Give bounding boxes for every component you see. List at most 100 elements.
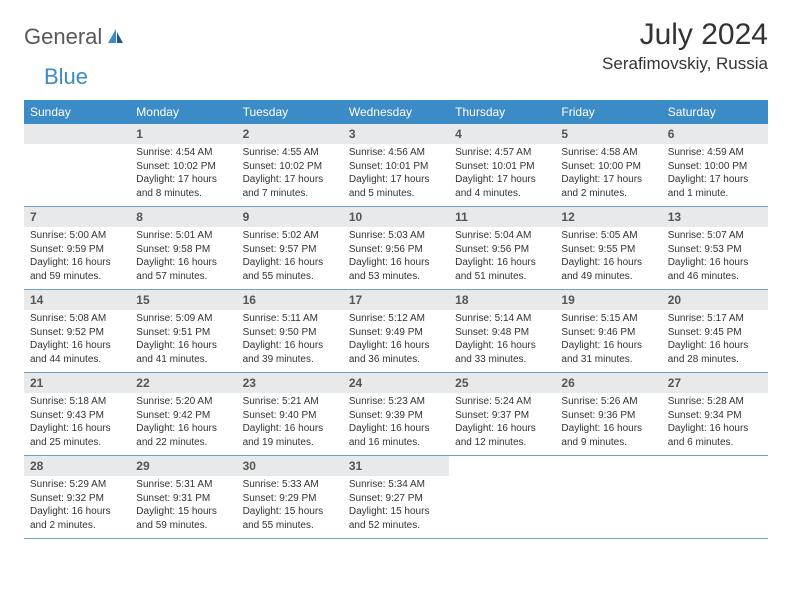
day-number: 5: [555, 124, 661, 144]
day-line: and 36 minutes.: [349, 353, 443, 367]
day-line: Sunrise: 5:01 AM: [136, 229, 230, 243]
day-line: Sunset: 9:51 PM: [136, 326, 230, 340]
day-line: Sunrise: 5:24 AM: [455, 395, 549, 409]
day-line: Sunset: 9:37 PM: [455, 409, 549, 423]
day-body: Sunrise: 5:28 AMSunset: 9:34 PMDaylight:…: [662, 393, 768, 453]
day-body: Sunrise: 5:01 AMSunset: 9:58 PMDaylight:…: [130, 227, 236, 287]
day-line: Daylight: 16 hours: [455, 339, 549, 353]
day-body: Sunrise: 4:55 AMSunset: 10:02 PMDaylight…: [237, 144, 343, 204]
day-cell: [449, 456, 555, 538]
day-body: Sunrise: 4:56 AMSunset: 10:01 PMDaylight…: [343, 144, 449, 204]
day-line: Sunrise: 5:07 AM: [668, 229, 762, 243]
day-number: 10: [343, 207, 449, 227]
day-line: Daylight: 17 hours: [136, 173, 230, 187]
day-cell: 3Sunrise: 4:56 AMSunset: 10:01 PMDayligh…: [343, 124, 449, 206]
day-body: Sunrise: 5:11 AMSunset: 9:50 PMDaylight:…: [237, 310, 343, 370]
day-body: Sunrise: 5:24 AMSunset: 9:37 PMDaylight:…: [449, 393, 555, 453]
day-cell: 18Sunrise: 5:14 AMSunset: 9:48 PMDayligh…: [449, 290, 555, 372]
day-line: Sunset: 9:29 PM: [243, 492, 337, 506]
week-row: 1Sunrise: 4:54 AMSunset: 10:02 PMDayligh…: [24, 124, 768, 207]
day-cell: [662, 456, 768, 538]
day-number: 1: [130, 124, 236, 144]
day-cell: 6Sunrise: 4:59 AMSunset: 10:00 PMDayligh…: [662, 124, 768, 206]
day-line: and 25 minutes.: [30, 436, 124, 450]
weekday-header: Wednesday: [343, 100, 449, 124]
calendar: SundayMondayTuesdayWednesdayThursdayFrid…: [24, 100, 768, 539]
day-line: and 46 minutes.: [668, 270, 762, 284]
day-line: Sunrise: 5:04 AM: [455, 229, 549, 243]
day-line: Daylight: 17 hours: [668, 173, 762, 187]
day-line: and 39 minutes.: [243, 353, 337, 367]
day-body: Sunrise: 5:29 AMSunset: 9:32 PMDaylight:…: [24, 476, 130, 536]
day-line: Sunset: 9:40 PM: [243, 409, 337, 423]
day-line: Sunrise: 5:12 AM: [349, 312, 443, 326]
day-line: Sunset: 9:43 PM: [30, 409, 124, 423]
day-line: Sunset: 9:31 PM: [136, 492, 230, 506]
day-body: Sunrise: 5:12 AMSunset: 9:49 PMDaylight:…: [343, 310, 449, 370]
day-line: Sunset: 10:00 PM: [668, 160, 762, 174]
day-line: Sunrise: 5:02 AM: [243, 229, 337, 243]
day-body: Sunrise: 4:57 AMSunset: 10:01 PMDaylight…: [449, 144, 555, 204]
day-line: Sunrise: 4:55 AM: [243, 146, 337, 160]
day-line: Sunset: 9:36 PM: [561, 409, 655, 423]
day-number: 19: [555, 290, 661, 310]
day-line: Sunrise: 5:29 AM: [30, 478, 124, 492]
day-number: 12: [555, 207, 661, 227]
day-cell: 15Sunrise: 5:09 AMSunset: 9:51 PMDayligh…: [130, 290, 236, 372]
day-cell: 2Sunrise: 4:55 AMSunset: 10:02 PMDayligh…: [237, 124, 343, 206]
day-line: and 2 minutes.: [30, 519, 124, 533]
day-line: and 19 minutes.: [243, 436, 337, 450]
day-line: and 53 minutes.: [349, 270, 443, 284]
day-number: 18: [449, 290, 555, 310]
day-cell: 27Sunrise: 5:28 AMSunset: 9:34 PMDayligh…: [662, 373, 768, 455]
day-line: Sunset: 9:46 PM: [561, 326, 655, 340]
day-line: and 8 minutes.: [136, 187, 230, 201]
day-line: Sunset: 9:57 PM: [243, 243, 337, 257]
day-line: Sunrise: 5:23 AM: [349, 395, 443, 409]
day-line: and 1 minute.: [668, 187, 762, 201]
day-number: 28: [24, 456, 130, 476]
day-line: Sunrise: 5:20 AM: [136, 395, 230, 409]
day-line: Sunset: 10:02 PM: [136, 160, 230, 174]
day-line: and 12 minutes.: [455, 436, 549, 450]
day-line: Daylight: 16 hours: [243, 339, 337, 353]
day-number: 21: [24, 373, 130, 393]
day-line: and 9 minutes.: [561, 436, 655, 450]
day-line: Sunset: 9:39 PM: [349, 409, 443, 423]
day-line: and 7 minutes.: [243, 187, 337, 201]
day-number: 31: [343, 456, 449, 476]
weekday-header-row: SundayMondayTuesdayWednesdayThursdayFrid…: [24, 100, 768, 124]
day-line: and 4 minutes.: [455, 187, 549, 201]
day-body: [662, 476, 768, 482]
day-line: Sunrise: 5:03 AM: [349, 229, 443, 243]
week-row: 14Sunrise: 5:08 AMSunset: 9:52 PMDayligh…: [24, 290, 768, 373]
day-line: Daylight: 16 hours: [243, 256, 337, 270]
day-line: and 57 minutes.: [136, 270, 230, 284]
day-line: Sunset: 10:02 PM: [243, 160, 337, 174]
day-number: 25: [449, 373, 555, 393]
day-body: Sunrise: 4:54 AMSunset: 10:02 PMDaylight…: [130, 144, 236, 204]
day-line: Sunrise: 5:31 AM: [136, 478, 230, 492]
day-line: Sunset: 9:32 PM: [30, 492, 124, 506]
day-number: 7: [24, 207, 130, 227]
day-cell: 25Sunrise: 5:24 AMSunset: 9:37 PMDayligh…: [449, 373, 555, 455]
day-line: Sunrise: 5:21 AM: [243, 395, 337, 409]
day-line: Sunset: 9:50 PM: [243, 326, 337, 340]
day-cell: 4Sunrise: 4:57 AMSunset: 10:01 PMDayligh…: [449, 124, 555, 206]
day-line: Daylight: 16 hours: [668, 256, 762, 270]
day-line: Daylight: 16 hours: [243, 422, 337, 436]
day-line: Daylight: 16 hours: [561, 422, 655, 436]
day-cell: 30Sunrise: 5:33 AMSunset: 9:29 PMDayligh…: [237, 456, 343, 538]
day-body: Sunrise: 5:02 AMSunset: 9:57 PMDaylight:…: [237, 227, 343, 287]
day-line: Sunrise: 4:58 AM: [561, 146, 655, 160]
day-line: Daylight: 16 hours: [30, 256, 124, 270]
week-row: 21Sunrise: 5:18 AMSunset: 9:43 PMDayligh…: [24, 373, 768, 456]
day-line: Daylight: 16 hours: [455, 422, 549, 436]
week-row: 28Sunrise: 5:29 AMSunset: 9:32 PMDayligh…: [24, 456, 768, 539]
day-body: Sunrise: 5:09 AMSunset: 9:51 PMDaylight:…: [130, 310, 236, 370]
day-line: Sunrise: 5:09 AM: [136, 312, 230, 326]
day-number-empty: [24, 124, 130, 144]
day-cell: 10Sunrise: 5:03 AMSunset: 9:56 PMDayligh…: [343, 207, 449, 289]
day-line: Sunrise: 5:28 AM: [668, 395, 762, 409]
day-body: Sunrise: 4:59 AMSunset: 10:00 PMDaylight…: [662, 144, 768, 204]
